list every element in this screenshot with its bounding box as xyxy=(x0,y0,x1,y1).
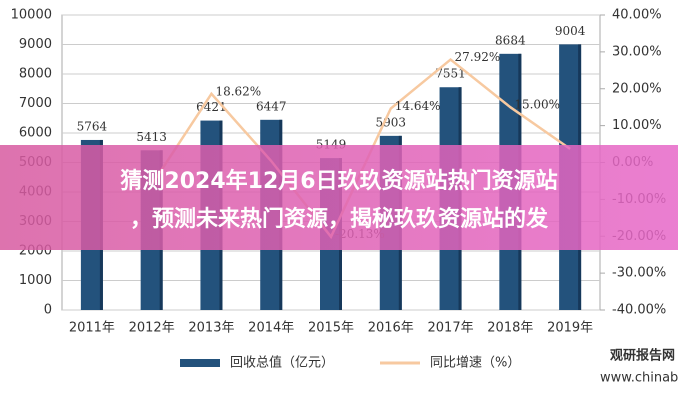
x-tick-label: 2011年 xyxy=(69,321,115,336)
x-tick-label: 2019年 xyxy=(547,321,593,336)
bar-value-label: 6447 xyxy=(256,99,287,113)
y-tick-label: 8000 xyxy=(19,67,52,82)
y2-tick-label: 30.00% xyxy=(612,44,662,59)
line-value-label: 15.00% xyxy=(514,98,560,112)
y2-tick-label: -30.00% xyxy=(612,266,666,281)
bar-value-label: 9004 xyxy=(555,24,586,38)
y-tick-label: 1000 xyxy=(19,273,52,288)
watermark-url: www.chinabaogao.com xyxy=(600,371,678,386)
x-tick-label: 2013年 xyxy=(188,321,234,336)
y-tick-label: 0 xyxy=(44,303,52,318)
x-tick-label: 2016年 xyxy=(368,321,414,336)
legend-swatch xyxy=(180,359,220,367)
x-tick-label: 2012年 xyxy=(129,321,175,336)
y-tick-label: 10000 xyxy=(11,8,52,23)
banner xyxy=(0,145,678,250)
y2-tick-label: 40.00% xyxy=(612,8,662,23)
bar-value-label: 8684 xyxy=(495,33,526,47)
y2-tick-label: 10.00% xyxy=(612,118,662,133)
legend-label: 回收总值（亿元） xyxy=(230,355,334,371)
banner-line: 猜测2024年12月6日玖玖资源站热门资源站 xyxy=(119,168,557,194)
y2-tick-label: -40.00% xyxy=(612,303,666,318)
line-value-label: 14.64% xyxy=(395,99,441,113)
y-tick-label: 6000 xyxy=(19,126,52,141)
bar-value-label: 5764 xyxy=(77,119,108,133)
x-tick-label: 2015年 xyxy=(308,321,354,336)
banner-line: ，预测未来热门资源，揭秘玖玖资源站的发 xyxy=(130,206,549,232)
line-value-label: 27.92% xyxy=(455,50,501,64)
bar-value-label: 5903 xyxy=(376,115,407,129)
line-value-label: 18.62% xyxy=(215,84,261,98)
y-tick-label: 7000 xyxy=(19,96,52,111)
y-tick-label: 9000 xyxy=(19,37,52,52)
bar-value-label: 7551 xyxy=(435,67,466,81)
watermark-brand: 观研报告网 xyxy=(610,348,675,364)
legend-label: 同比增速（%） xyxy=(430,356,520,371)
x-tick-label: 2018年 xyxy=(487,321,533,336)
x-tick-label: 2017年 xyxy=(428,321,474,336)
y2-tick-label: 20.00% xyxy=(612,81,662,96)
x-tick-label: 2014年 xyxy=(248,321,294,336)
bar-value-label: 5413 xyxy=(136,130,167,144)
